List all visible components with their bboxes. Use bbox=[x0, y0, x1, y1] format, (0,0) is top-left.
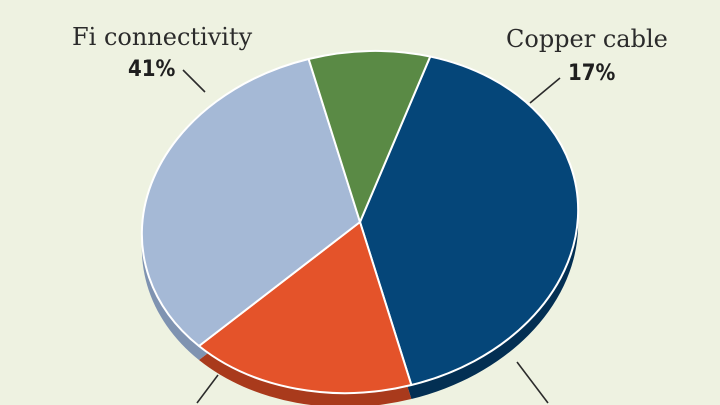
slice-label-copper-cable: Copper cable bbox=[506, 25, 668, 53]
leader-line-slice-3 bbox=[196, 374, 219, 404]
pie-slice-fi-connectivity bbox=[359, 55, 580, 387]
pie-slices bbox=[140, 49, 580, 395]
slice-label-fi-connectivity: Fi connectivity bbox=[72, 23, 253, 51]
slice-value-fi-connectivity: 41% bbox=[128, 57, 176, 82]
pie-slice-slice-2 bbox=[140, 57, 361, 348]
slice-value-copper-cable: 17% bbox=[568, 61, 616, 86]
pie-slice-copper-cable bbox=[197, 221, 413, 395]
leader-line-slice-2 bbox=[516, 361, 549, 404]
leader-line-copper-cable bbox=[529, 77, 561, 104]
leader-line-fi-connectivity bbox=[182, 69, 206, 93]
pie-slice-slice-3 bbox=[307, 49, 432, 223]
